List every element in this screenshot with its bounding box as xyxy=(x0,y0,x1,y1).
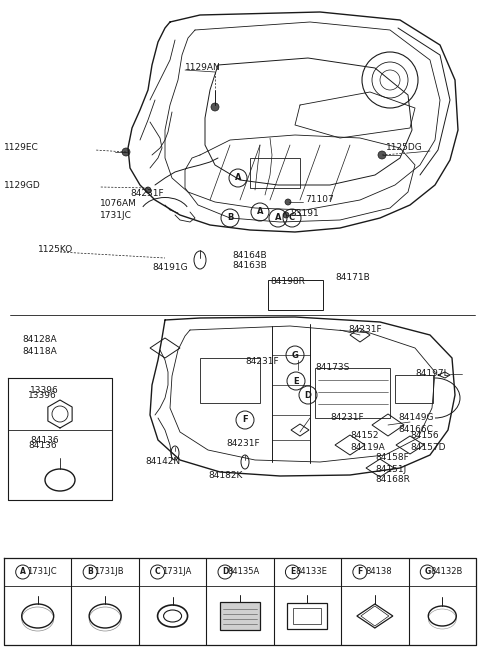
Text: 1076AM: 1076AM xyxy=(100,198,137,208)
Text: A: A xyxy=(275,214,281,223)
Text: 1731JC: 1731JC xyxy=(27,567,57,576)
Text: 84231F: 84231F xyxy=(348,326,382,335)
Text: 1731JB: 1731JB xyxy=(95,567,124,576)
Circle shape xyxy=(283,212,289,218)
FancyBboxPatch shape xyxy=(220,602,260,630)
Text: E: E xyxy=(293,377,299,386)
Text: 84132B: 84132B xyxy=(430,567,462,576)
Text: 84135A: 84135A xyxy=(228,567,260,576)
Text: 83191: 83191 xyxy=(290,210,319,219)
Text: 84138: 84138 xyxy=(366,567,392,576)
Text: 84152: 84152 xyxy=(350,432,379,441)
Text: B: B xyxy=(87,567,93,576)
Text: F: F xyxy=(242,415,248,424)
Text: 13396: 13396 xyxy=(30,386,59,395)
Text: 84149G: 84149G xyxy=(398,413,433,422)
Text: 84171B: 84171B xyxy=(335,272,370,282)
Text: 1129GD: 1129GD xyxy=(4,181,41,189)
Text: A: A xyxy=(257,208,263,217)
Text: 84119A: 84119A xyxy=(350,443,385,451)
Circle shape xyxy=(378,151,386,159)
Text: 84182K: 84182K xyxy=(208,472,242,481)
Text: 84128A: 84128A xyxy=(22,335,57,345)
Text: 1125DG: 1125DG xyxy=(386,143,423,153)
Text: 1731JA: 1731JA xyxy=(162,567,191,576)
Text: 84163B: 84163B xyxy=(232,261,267,271)
Text: C: C xyxy=(289,214,295,223)
Text: 84136: 84136 xyxy=(28,441,57,449)
Text: 84157D: 84157D xyxy=(410,443,445,451)
Text: A: A xyxy=(235,174,241,183)
Text: 84133E: 84133E xyxy=(296,567,327,576)
Text: 84156: 84156 xyxy=(410,432,439,441)
Text: 1129AN: 1129AN xyxy=(185,64,221,73)
Text: B: B xyxy=(227,214,233,223)
Circle shape xyxy=(122,148,130,156)
Text: 84164B: 84164B xyxy=(232,250,266,259)
Text: 84118A: 84118A xyxy=(22,346,57,356)
Text: 1731JC: 1731JC xyxy=(100,212,132,221)
Text: 84198R: 84198R xyxy=(270,278,305,286)
Text: G: G xyxy=(291,350,299,360)
Text: 1125KO: 1125KO xyxy=(38,246,73,255)
Text: 84136: 84136 xyxy=(30,436,59,445)
Text: C: C xyxy=(155,567,160,576)
Text: 84166C: 84166C xyxy=(398,424,433,434)
Text: 84231F: 84231F xyxy=(130,189,164,198)
Circle shape xyxy=(285,199,291,205)
Text: 84231F: 84231F xyxy=(245,358,278,367)
Text: 84173S: 84173S xyxy=(315,364,349,373)
Text: 1129EC: 1129EC xyxy=(4,143,39,153)
Text: 84151J: 84151J xyxy=(375,464,406,474)
Text: 84168R: 84168R xyxy=(375,476,410,485)
Text: E: E xyxy=(290,567,295,576)
Text: 84191G: 84191G xyxy=(152,263,188,272)
Text: G: G xyxy=(424,567,431,576)
Circle shape xyxy=(211,103,219,111)
Text: 84231F: 84231F xyxy=(330,413,364,422)
Text: 84142N: 84142N xyxy=(145,457,180,466)
Text: D: D xyxy=(222,567,228,576)
Circle shape xyxy=(145,187,151,193)
Text: A: A xyxy=(20,567,25,576)
Text: D: D xyxy=(304,390,312,400)
Text: 84158F: 84158F xyxy=(375,453,409,462)
Text: F: F xyxy=(357,567,362,576)
Text: 84231F: 84231F xyxy=(226,438,260,447)
Text: 13396: 13396 xyxy=(28,390,57,400)
Text: 84197L: 84197L xyxy=(415,369,449,377)
Text: 71107: 71107 xyxy=(305,195,334,204)
